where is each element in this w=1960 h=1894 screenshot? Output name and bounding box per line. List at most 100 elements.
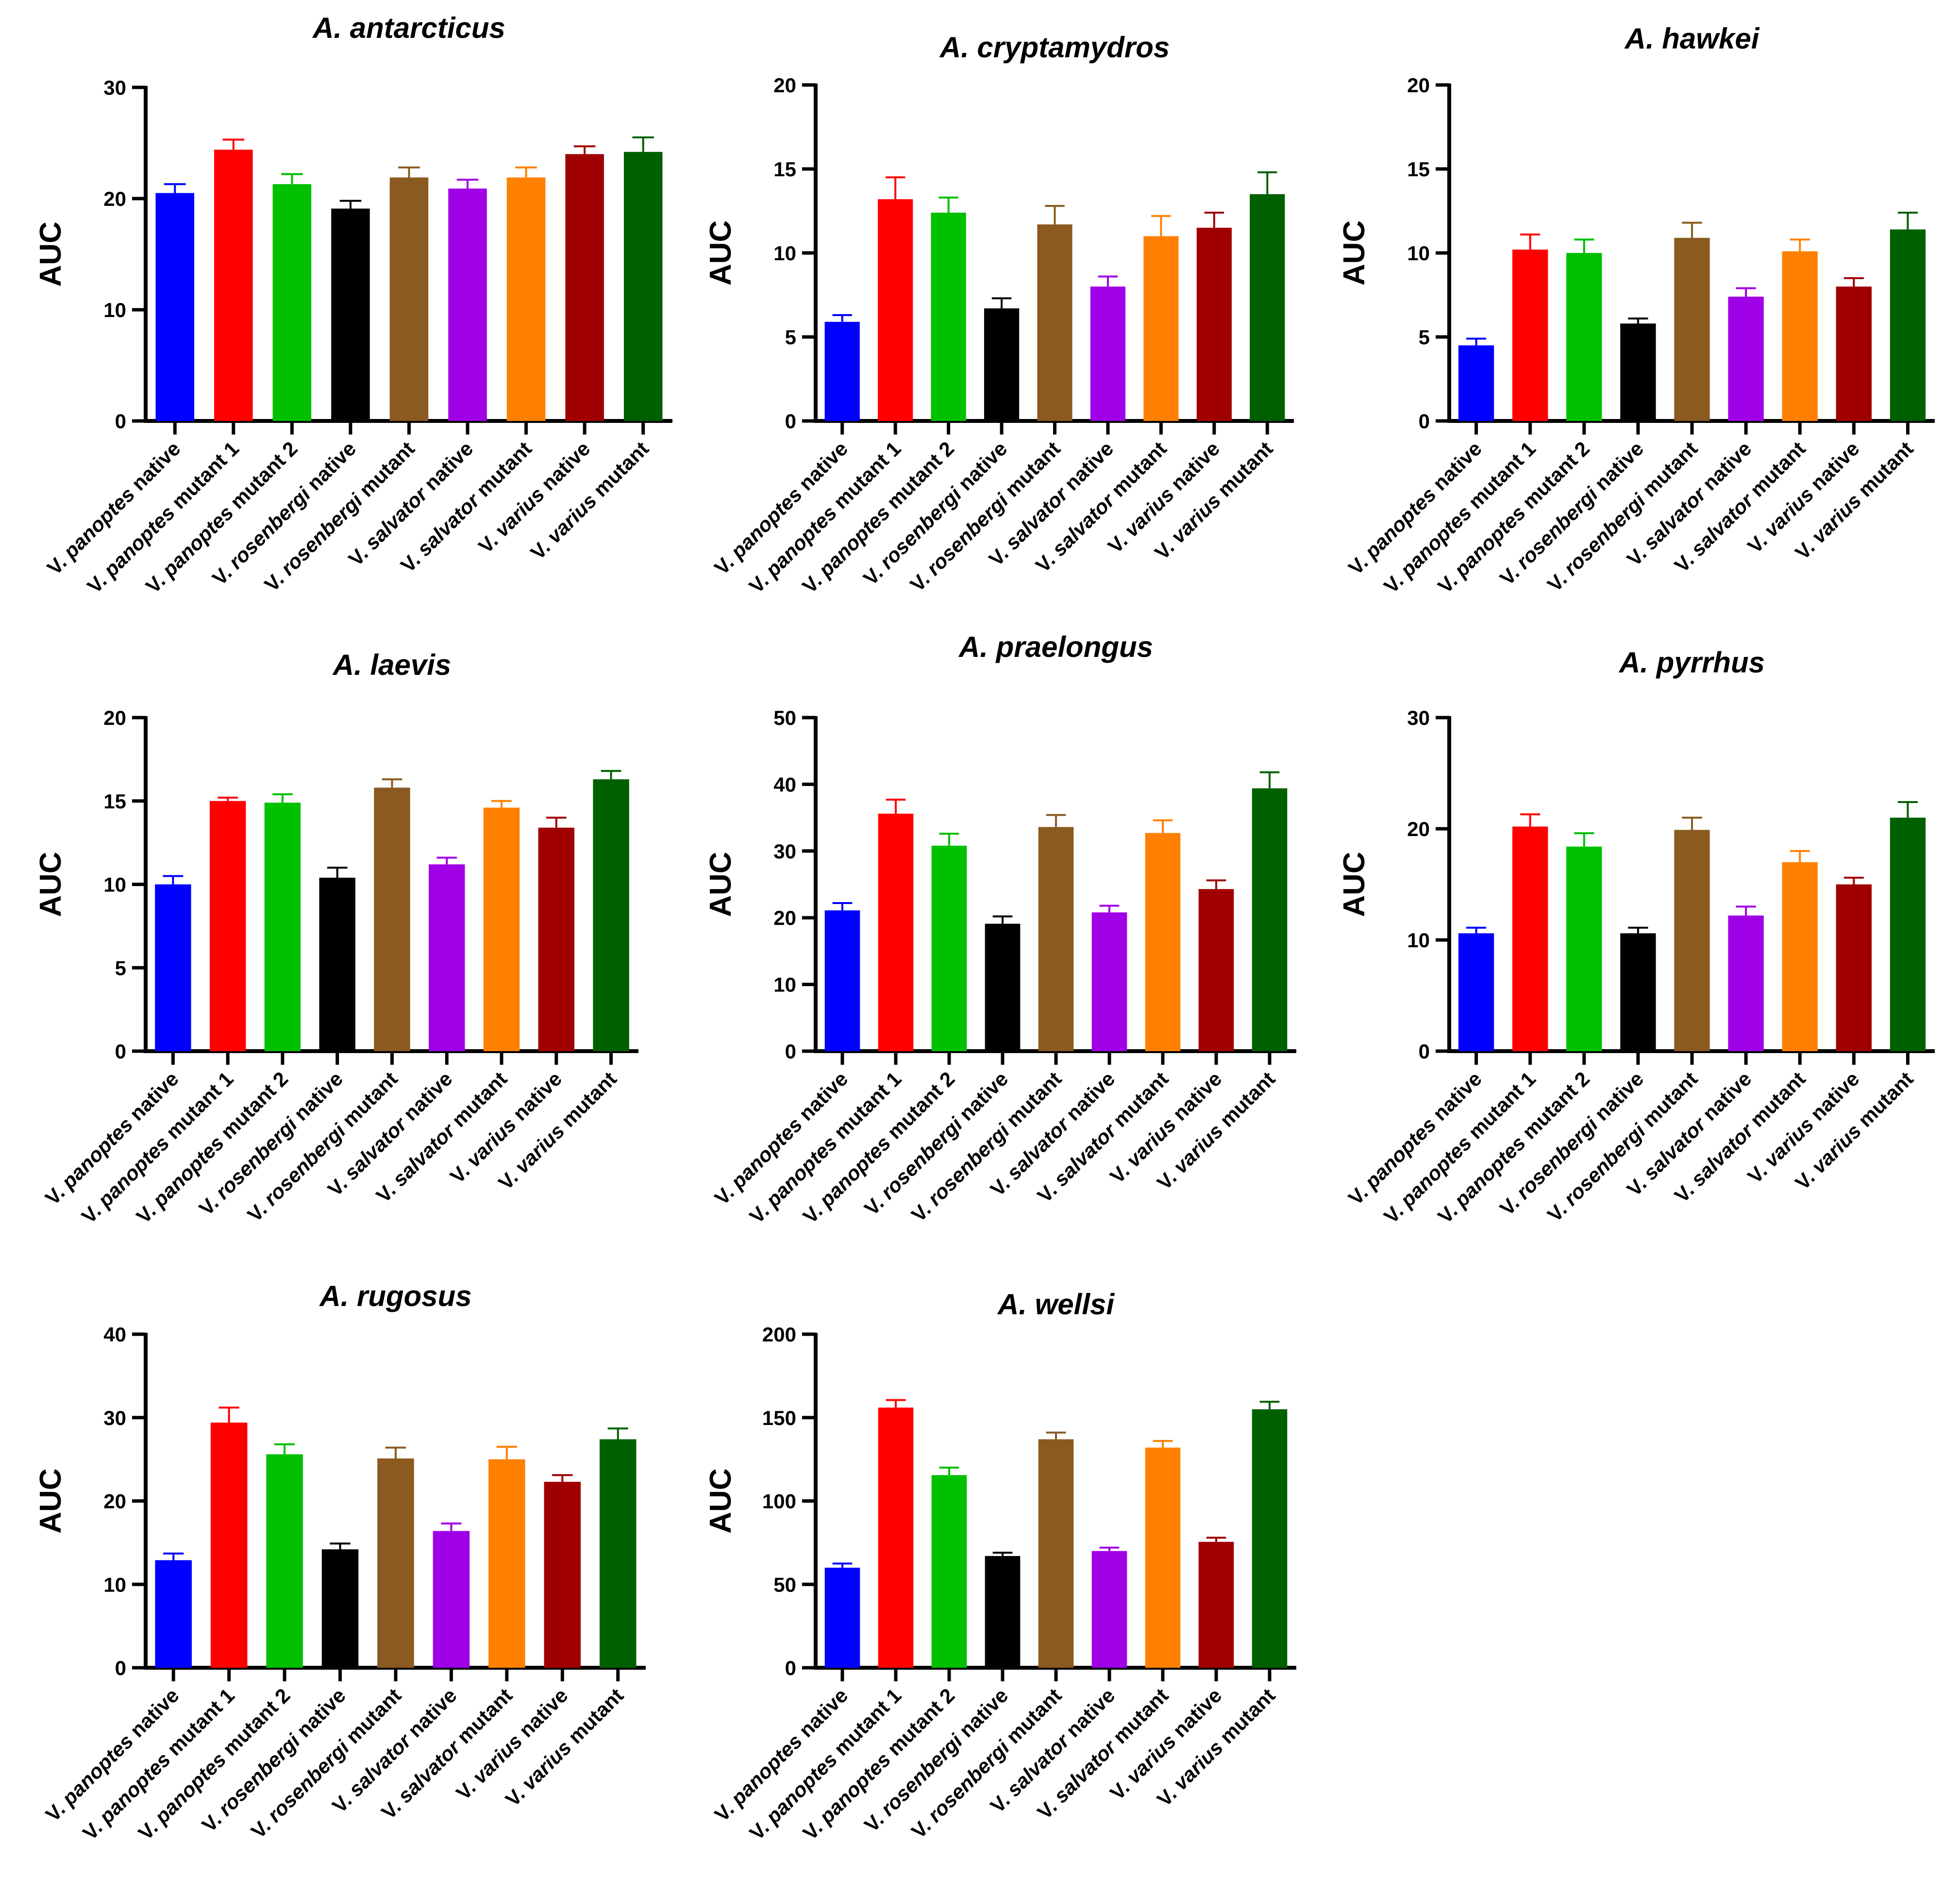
- y-tick-label: 100: [762, 1490, 796, 1513]
- bar: [985, 923, 1021, 1051]
- y-tick-label: 50: [773, 706, 796, 729]
- y-tick-label: 0: [1419, 1040, 1430, 1063]
- bar: [374, 788, 410, 1051]
- bar: [331, 208, 370, 421]
- y-tick-label: 20: [773, 906, 796, 929]
- bar: [1566, 253, 1602, 421]
- y-axis-label: AUC: [704, 852, 737, 917]
- bar: [1728, 296, 1764, 421]
- bar: [210, 1423, 248, 1668]
- bar: [1091, 912, 1127, 1051]
- bar: [377, 1458, 414, 1668]
- y-tick-label: 5: [785, 326, 796, 349]
- bar: [538, 827, 575, 1051]
- chart-title: A. wellsi: [997, 1288, 1115, 1321]
- bar: [389, 177, 429, 421]
- bar: [1145, 1447, 1181, 1668]
- bar: [1674, 237, 1710, 421]
- y-tick-label: 15: [773, 158, 796, 181]
- bar: [593, 779, 629, 1051]
- y-tick-label: 10: [103, 873, 126, 896]
- bar: [448, 188, 487, 421]
- bar: [1198, 889, 1234, 1051]
- bar: [483, 807, 520, 1051]
- y-tick-label: 0: [785, 1657, 796, 1679]
- bar: [1512, 250, 1548, 421]
- bar: [1782, 251, 1818, 421]
- y-tick-label: 150: [762, 1407, 796, 1429]
- bar: [1198, 1542, 1234, 1668]
- bar: [1890, 229, 1926, 421]
- bar: [1512, 826, 1548, 1051]
- bar: [544, 1481, 581, 1668]
- bar: [1836, 884, 1872, 1051]
- bar: [1091, 1551, 1127, 1668]
- y-tick-label: 0: [1419, 410, 1430, 433]
- chart-title: A. praelongus: [958, 631, 1153, 663]
- y-tick-label: 10: [103, 1573, 126, 1596]
- y-tick-label: 20: [103, 706, 126, 729]
- chart-title: A. hawkei: [1624, 22, 1760, 55]
- bar: [600, 1439, 637, 1668]
- bar: [1037, 224, 1072, 421]
- bar: [565, 154, 604, 421]
- y-axis-label: AUC: [34, 852, 67, 917]
- y-tick-label: 10: [773, 973, 796, 996]
- bar: [1038, 827, 1074, 1051]
- y-axis-label: AUC: [34, 221, 67, 286]
- bar: [1458, 933, 1494, 1051]
- y-tick-label: 200: [762, 1323, 796, 1346]
- y-tick-label: 10: [103, 299, 126, 321]
- bar: [321, 1549, 359, 1668]
- bar: [488, 1459, 525, 1668]
- bar: [824, 1567, 860, 1668]
- bar: [272, 184, 312, 421]
- y-tick-label: 40: [773, 773, 796, 796]
- y-tick-label: 15: [103, 790, 126, 813]
- y-tick-label: 0: [115, 1040, 126, 1063]
- bar: [824, 321, 860, 421]
- y-tick-label: 20: [1407, 74, 1430, 97]
- y-axis-label: AUC: [1338, 220, 1371, 285]
- bar: [1566, 846, 1602, 1051]
- y-tick-label: 20: [773, 74, 796, 97]
- bar: [506, 177, 546, 421]
- chart-title: A. laevis: [332, 649, 452, 681]
- bar: [266, 1454, 303, 1668]
- y-tick-label: 10: [1407, 242, 1430, 265]
- bar: [433, 1531, 470, 1668]
- bar: [931, 212, 966, 421]
- y-tick-label: 15: [1407, 158, 1430, 181]
- bar: [1782, 862, 1818, 1051]
- bar: [878, 199, 913, 421]
- bar: [931, 845, 967, 1051]
- bar: [155, 193, 195, 421]
- bar: [1674, 830, 1710, 1051]
- bar: [984, 308, 1020, 421]
- y-tick-label: 30: [773, 840, 796, 863]
- y-axis-label: AUC: [704, 1468, 737, 1533]
- bar: [1252, 788, 1288, 1051]
- bar: [209, 801, 246, 1051]
- bar: [1143, 236, 1179, 421]
- bar: [1458, 345, 1494, 421]
- bar: [214, 150, 253, 421]
- bar: [429, 864, 465, 1051]
- y-tick-label: 5: [115, 956, 126, 979]
- y-tick-label: 0: [785, 1040, 796, 1063]
- bar: [1145, 833, 1181, 1051]
- bar: [1038, 1439, 1074, 1668]
- y-tick-label: 10: [1407, 929, 1430, 952]
- bar: [1620, 323, 1656, 421]
- bar: [878, 1408, 914, 1668]
- chart-title: A. cryptamydros: [939, 31, 1170, 64]
- bar: [319, 877, 355, 1051]
